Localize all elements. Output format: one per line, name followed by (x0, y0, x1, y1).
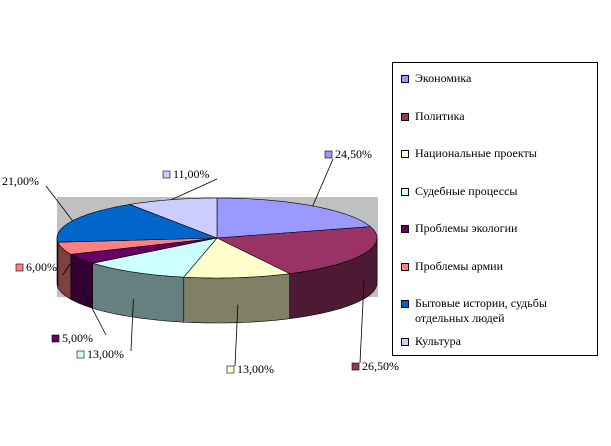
legend-swatch (401, 225, 409, 233)
legend-swatch (401, 262, 409, 271)
label-swatch (351, 362, 360, 371)
slice (69, 237, 218, 264)
data-label: 11,00% (173, 167, 210, 181)
leader-line (312, 158, 334, 207)
data-label: 26,50% (362, 359, 399, 373)
label-swatch (324, 150, 333, 159)
slice (183, 237, 291, 279)
legend-swatch (401, 187, 409, 196)
leader-line (171, 178, 218, 201)
label-swatch (15, 263, 24, 272)
slice (92, 237, 218, 278)
legend-swatch (401, 75, 409, 83)
legend-label: Экономика (415, 71, 472, 85)
legend-label: Политика (415, 108, 465, 123)
leader-line (62, 263, 71, 276)
slice (57, 237, 218, 255)
slice (215, 226, 378, 274)
legend-label: Проблемы армии (415, 258, 504, 273)
data-label: 24,50% (335, 147, 372, 161)
label-swatch (51, 334, 60, 343)
label-swatch (226, 365, 235, 374)
legend-swatch (401, 300, 409, 308)
legend-label: Бытовые истории, судьбы отдельных людей (415, 296, 547, 325)
legend-label: Проблемы экологии (415, 221, 518, 235)
legend-swatch (401, 112, 409, 121)
data-label: 13,00% (237, 362, 274, 376)
leader-line (130, 299, 134, 352)
slice-side (183, 273, 290, 324)
legend-item: Культура (401, 334, 593, 372)
slice-side (56, 237, 59, 288)
data-label: 13,00% (87, 347, 124, 361)
legend-item: Национальные проекты (401, 146, 593, 184)
label-swatch (162, 170, 171, 179)
label-swatch (76, 350, 85, 359)
legend-item: Политика (401, 109, 593, 147)
legend-label: Культура (415, 333, 461, 348)
legend-swatch (401, 337, 409, 346)
legend: Экономика Политика Национальные проекты Суд… (392, 62, 598, 356)
leader-line (80, 285, 107, 336)
data-label: 6,00% (26, 260, 57, 274)
legend-item: Проблемы экологии (401, 221, 593, 259)
data-label: 5,00% (62, 331, 93, 345)
legend-swatch (401, 150, 409, 158)
legend-item: Бытовые истории, судьбы отдельных людей (401, 296, 593, 334)
legend-item: Экономика (401, 71, 593, 109)
legend-item: Проблемы армии (401, 259, 593, 297)
data-label: 21,00% (2, 174, 39, 188)
leader-line (234, 304, 239, 367)
leader-line (359, 280, 365, 364)
legend-item: Судебные процессы (401, 184, 593, 222)
leader-line (45, 185, 73, 222)
legend-label: Судебные процессы (415, 183, 518, 198)
legend-label: Национальные проекты (415, 146, 537, 160)
